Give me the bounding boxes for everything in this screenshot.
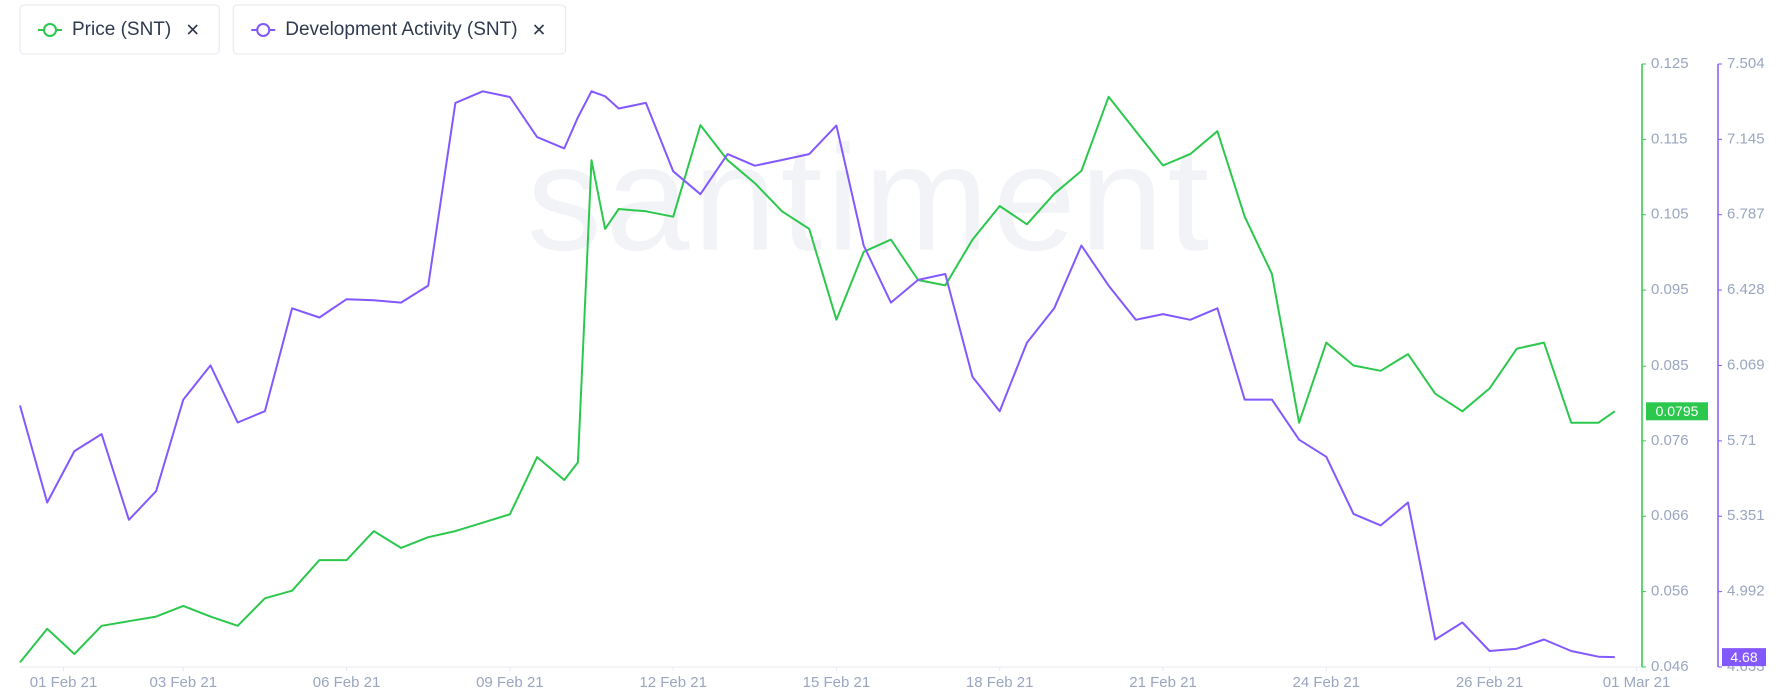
legend-chip	[232, 4, 567, 55]
legend-label: Development Activity (SNT)	[285, 19, 517, 40]
legend-item[interactable]: Development Activity (SNT)	[232, 4, 567, 55]
legend-chip	[19, 4, 220, 55]
x-tick-label: 26 Feb 21	[1456, 674, 1524, 691]
y-tick-label: 0.125	[1651, 55, 1689, 72]
y2-tick-label: 7.145	[1727, 130, 1765, 147]
legend-item[interactable]: Price (SNT)	[19, 4, 220, 55]
legend-label: Price (SNT)	[72, 19, 171, 40]
legend-close[interactable]	[533, 24, 545, 35]
y2-tick-label: 5.71	[1727, 432, 1756, 449]
y-tick-label: 0.066	[1651, 507, 1689, 524]
legend-swatch	[256, 23, 271, 37]
x-tick-label: 03 Feb 21	[150, 674, 218, 691]
current-value-label: 4.68	[1730, 649, 1757, 665]
y-tick-label: 0.095	[1651, 281, 1689, 298]
y-tick-label: 0.105	[1651, 206, 1689, 223]
y2-tick-label: 6.069	[1727, 356, 1765, 373]
x-tick-label: 01 Mar 21	[1603, 674, 1671, 691]
y2-tick-label: 6.428	[1727, 281, 1765, 298]
y-tick-label: 0.076	[1651, 432, 1689, 449]
x-tick-label: 21 Feb 21	[1129, 674, 1197, 691]
y2-tick-label: 5.351	[1727, 507, 1765, 524]
x-tick-label: 01 Feb 21	[30, 674, 98, 691]
x-tick-label: 18 Feb 21	[966, 674, 1034, 691]
x-tick-label: 24 Feb 21	[1293, 674, 1361, 691]
current-value-label: 0.0795	[1656, 403, 1699, 419]
y-tick-label: 0.085	[1651, 357, 1689, 374]
y2-tick-label: 6.787	[1727, 206, 1765, 223]
y2-tick-label: 7.504	[1727, 55, 1765, 72]
y-tick-label: 0.046	[1651, 658, 1689, 675]
x-tick-label: 12 Feb 21	[639, 674, 707, 691]
legend-swatch	[43, 23, 57, 37]
series-line	[19, 90, 1615, 659]
x-tick-label: 15 Feb 21	[803, 674, 871, 691]
y-tick-label: 0.115	[1651, 130, 1687, 147]
y-tick-label: 0.056	[1651, 583, 1689, 600]
y2-tick-label: 4.992	[1727, 583, 1765, 600]
x-tick-label: 09 Feb 21	[476, 674, 544, 691]
current-value-badge	[1646, 402, 1708, 421]
x-tick-label: 06 Feb 21	[313, 674, 381, 691]
legend-close[interactable]	[187, 24, 198, 35]
current-value-badge	[1722, 648, 1766, 667]
series-line	[19, 95, 1616, 664]
